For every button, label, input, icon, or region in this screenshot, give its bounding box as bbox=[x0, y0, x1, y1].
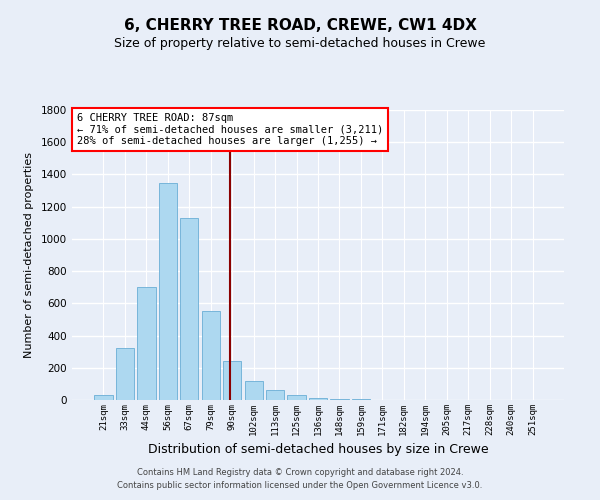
Text: Contains public sector information licensed under the Open Government Licence v3: Contains public sector information licen… bbox=[118, 482, 482, 490]
Bar bbox=[116, 348, 134, 400]
Text: Size of property relative to semi-detached houses in Crewe: Size of property relative to semi-detach… bbox=[115, 38, 485, 51]
Bar bbox=[331, 398, 349, 400]
Bar bbox=[287, 395, 305, 400]
Text: 6, CHERRY TREE ROAD, CREWE, CW1 4DX: 6, CHERRY TREE ROAD, CREWE, CW1 4DX bbox=[124, 18, 476, 32]
Bar bbox=[266, 390, 284, 400]
Bar bbox=[94, 395, 113, 400]
Bar bbox=[245, 380, 263, 400]
Bar bbox=[137, 287, 155, 400]
Bar bbox=[202, 312, 220, 400]
Bar bbox=[159, 182, 177, 400]
Bar bbox=[309, 398, 327, 400]
Text: 6 CHERRY TREE ROAD: 87sqm
← 71% of semi-detached houses are smaller (3,211)
28% : 6 CHERRY TREE ROAD: 87sqm ← 71% of semi-… bbox=[77, 113, 383, 146]
Bar bbox=[223, 362, 241, 400]
Text: Contains HM Land Registry data © Crown copyright and database right 2024.: Contains HM Land Registry data © Crown c… bbox=[137, 468, 463, 477]
X-axis label: Distribution of semi-detached houses by size in Crewe: Distribution of semi-detached houses by … bbox=[148, 444, 488, 456]
Y-axis label: Number of semi-detached properties: Number of semi-detached properties bbox=[24, 152, 34, 358]
Bar bbox=[180, 218, 199, 400]
